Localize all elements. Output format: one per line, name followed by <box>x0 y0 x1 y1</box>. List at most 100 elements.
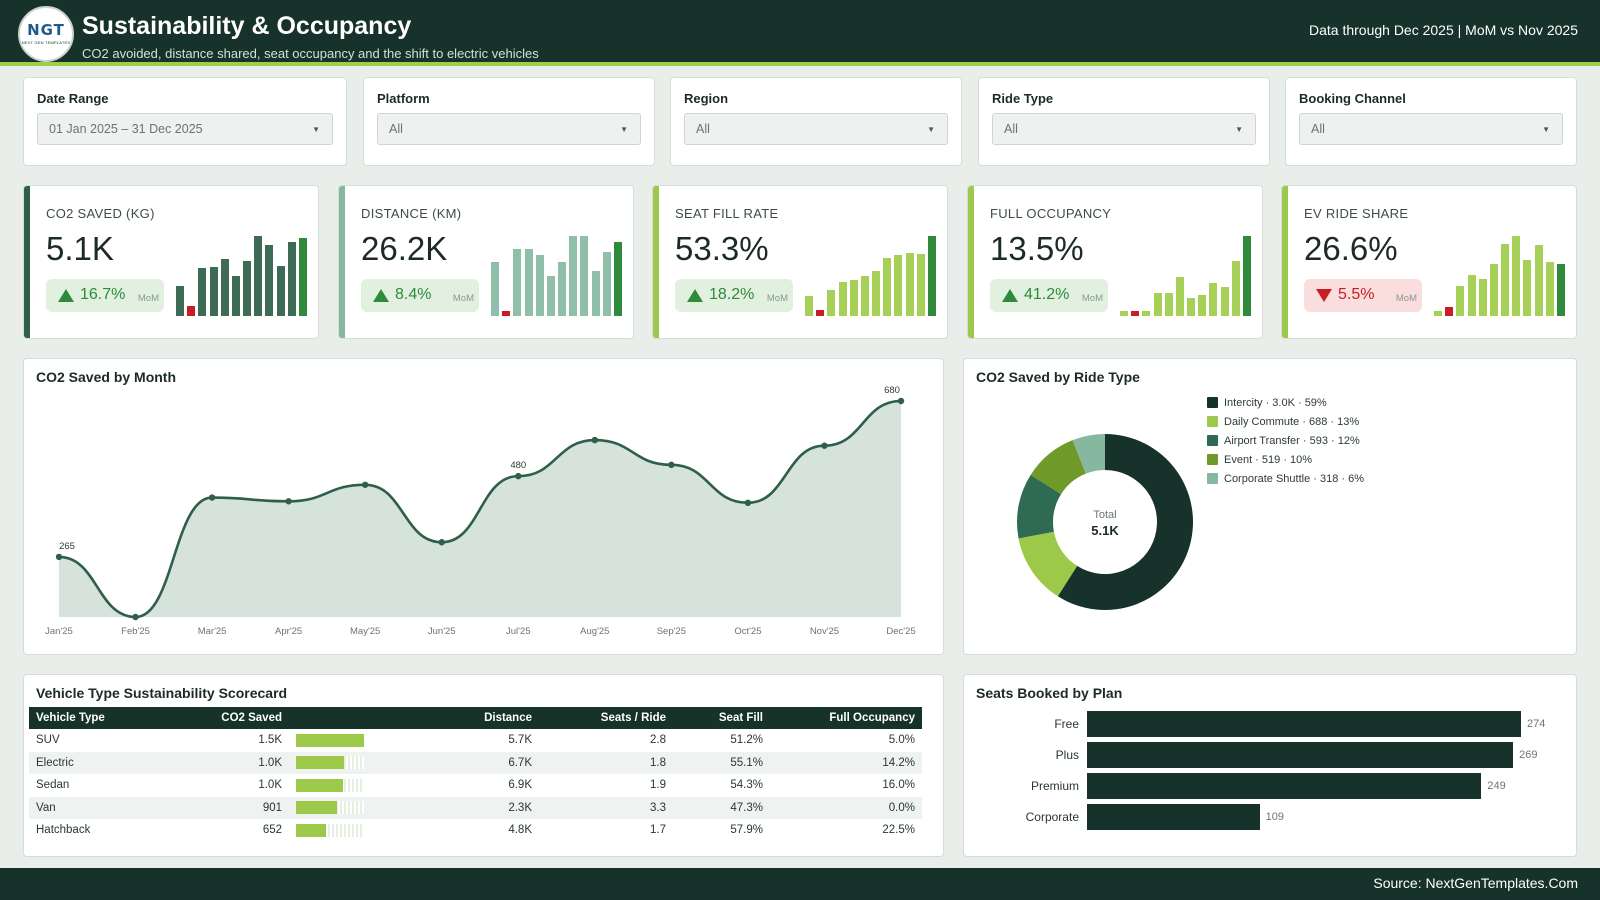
legend-item[interactable]: Airport Transfer · 593 · 12% <box>1207 431 1364 450</box>
kpi-sparkline <box>805 231 939 316</box>
kpi-label: EV RIDE SHARE <box>1304 206 1409 221</box>
cell-seat-fill: 51.2% <box>730 734 763 747</box>
sparkline-bar <box>1164 292 1173 316</box>
table-row[interactable]: SUV 1.5K 5.7K 2.8 51.2% 5.0% <box>29 729 922 752</box>
kpi-period: MoM <box>1081 293 1103 304</box>
cell-seat-fill: 54.3% <box>730 779 763 792</box>
cell-full-occupancy: 22.5% <box>882 824 915 837</box>
bar-category-label: Corporate <box>1025 810 1079 824</box>
sparkline-bar <box>187 305 196 316</box>
x-tick-label: Jun'25 <box>428 626 456 637</box>
sparkline-bar <box>1489 263 1498 316</box>
x-tick-label: Oct'25 <box>734 626 761 637</box>
sparkline-bar <box>209 266 218 316</box>
cell-co2-saved: 901 <box>169 796 289 819</box>
sparkline-bar <box>805 296 814 316</box>
select-value: All <box>696 122 710 136</box>
cell-seats-per-ride: 2.8 <box>650 734 666 747</box>
logo-mark: NGT <box>27 21 65 39</box>
kpi-card-ev-ride-share: EV RIDE SHARE 26.6% 5.5% MoM <box>1281 185 1577 339</box>
plan-bar[interactable] <box>1087 804 1260 830</box>
region-select[interactable]: All ▼ <box>684 113 948 145</box>
kpi-card-full-occupancy: FULL OCCUPANCY 13.5% 41.2% MoM <box>967 185 1263 339</box>
kpi-delta-badge: 16.7% MoM <box>46 279 164 312</box>
data-point <box>591 436 599 444</box>
kpi-delta-badge: 41.2% MoM <box>990 279 1108 312</box>
legend-item[interactable]: Corporate Shuttle · 318 · 6% <box>1207 469 1364 488</box>
table-row[interactable]: Electric 1.0K 6.7K 1.8 55.1% 14.2% <box>29 751 922 774</box>
co2-bar-track <box>296 823 364 837</box>
data-point <box>132 613 139 621</box>
legend-swatch <box>1207 454 1218 465</box>
bar-category-label: Plus <box>1055 748 1079 762</box>
table-row[interactable]: Hatchback 652 4.8K 1.7 57.9% 22.5% <box>29 819 922 842</box>
co2-bar-track <box>296 778 364 792</box>
x-tick-label: Mar'25 <box>198 626 227 637</box>
legend-swatch <box>1207 397 1218 408</box>
legend-item[interactable]: Daily Commute · 688 · 13% <box>1207 412 1364 431</box>
ride-type-select[interactable]: All ▼ <box>992 113 1256 145</box>
plan-bar[interactable] <box>1087 711 1521 737</box>
table-row[interactable]: Van 901 2.3K 3.3 47.3% 0.0% <box>29 796 922 819</box>
kpi-value: 13.5% <box>990 230 1084 267</box>
table-row[interactable]: Sedan 1.0K 6.9K 1.9 54.3% 16.0% <box>29 774 922 797</box>
co2-bar-fill <box>296 823 326 837</box>
cell-seat-fill: 47.3% <box>673 796 770 819</box>
column-header[interactable]: Vehicle Type <box>29 707 169 729</box>
cell-distance: 6.7K <box>379 751 539 774</box>
column-header[interactable]: Full Occupancy <box>770 707 922 729</box>
column-header[interactable]: Seats / Ride <box>539 707 673 729</box>
bar-category-label: Premium <box>1030 779 1079 793</box>
kpi-sparkline <box>491 231 625 316</box>
sparkline-bar <box>502 311 511 316</box>
booking-channel-select[interactable]: All ▼ <box>1299 113 1563 145</box>
platform-select[interactable]: All ▼ <box>377 113 641 145</box>
legend-item[interactable]: Event · 519 · 10% <box>1207 450 1364 469</box>
sparkline-bar <box>1142 311 1151 316</box>
cell-co2-saved: 1.5K <box>258 734 282 747</box>
cell-full-occupancy: 0.0% <box>770 796 922 819</box>
plan-bar[interactable] <box>1087 742 1514 768</box>
footer-bar: Source: NextGenTemplates.Com <box>0 868 1600 900</box>
sparkline-bar <box>558 261 567 316</box>
bar-category-label: Free <box>1054 717 1079 731</box>
sparkline-bar <box>883 258 892 316</box>
column-header[interactable]: CO2 Saved <box>169 707 289 729</box>
sparkline-bar <box>265 245 274 316</box>
cell-vehicle-type: Electric <box>29 751 169 774</box>
panel-title: CO2 Saved by Month <box>36 369 177 385</box>
sparkline-bar <box>569 236 578 316</box>
kpi-label: SEAT FILL RATE <box>675 206 779 221</box>
cell-distance: 2.3K <box>379 796 539 819</box>
x-tick-label: Nov'25 <box>810 626 839 637</box>
legend-item[interactable]: Intercity · 3.0K · 59% <box>1207 393 1364 412</box>
data-point <box>285 498 292 505</box>
panel-title: Vehicle Type Sustainability Scorecard <box>36 685 288 701</box>
trend-arrow-icon <box>1002 289 1018 302</box>
date-range-select[interactable]: 01 Jan 2025 – 31 Dec 2025 ▼ <box>37 113 333 145</box>
sparkline-bar <box>1467 275 1476 316</box>
sparkline-bar <box>591 271 600 316</box>
donut-slice <box>1018 531 1078 597</box>
cell-vehicle-type: SUV <box>36 734 60 747</box>
plan-bar[interactable] <box>1087 773 1482 799</box>
sparkline-bar <box>894 255 903 316</box>
sparkline-bar <box>849 280 858 316</box>
column-header[interactable]: Seat Fill <box>673 707 770 729</box>
legend-label: Daily Commute · 688 · 13% <box>1224 415 1360 428</box>
sparkline-bar <box>1187 298 1196 316</box>
sparkline-bar <box>546 276 555 316</box>
sparkline-bar <box>872 271 881 316</box>
kpi-card-seat-fill-rate: SEAT FILL RATE 53.3% 18.2% MoM <box>652 185 948 339</box>
data-point <box>208 494 216 501</box>
filter-platform: Platform All ▼ <box>363 77 655 166</box>
co2-bar-fill <box>296 733 364 747</box>
co2-bar-fill <box>296 801 337 815</box>
cell-full-occupancy: 5.0% <box>888 734 915 747</box>
legend-swatch <box>1207 473 1218 484</box>
sparkline-bar <box>176 285 185 316</box>
kpi-label: DISTANCE (KM) <box>361 206 462 221</box>
filter-booking-channel: Booking Channel All ▼ <box>1285 77 1577 166</box>
legend-label: Event · 519 · 10% <box>1224 453 1313 466</box>
column-header[interactable]: Distance <box>379 707 539 729</box>
